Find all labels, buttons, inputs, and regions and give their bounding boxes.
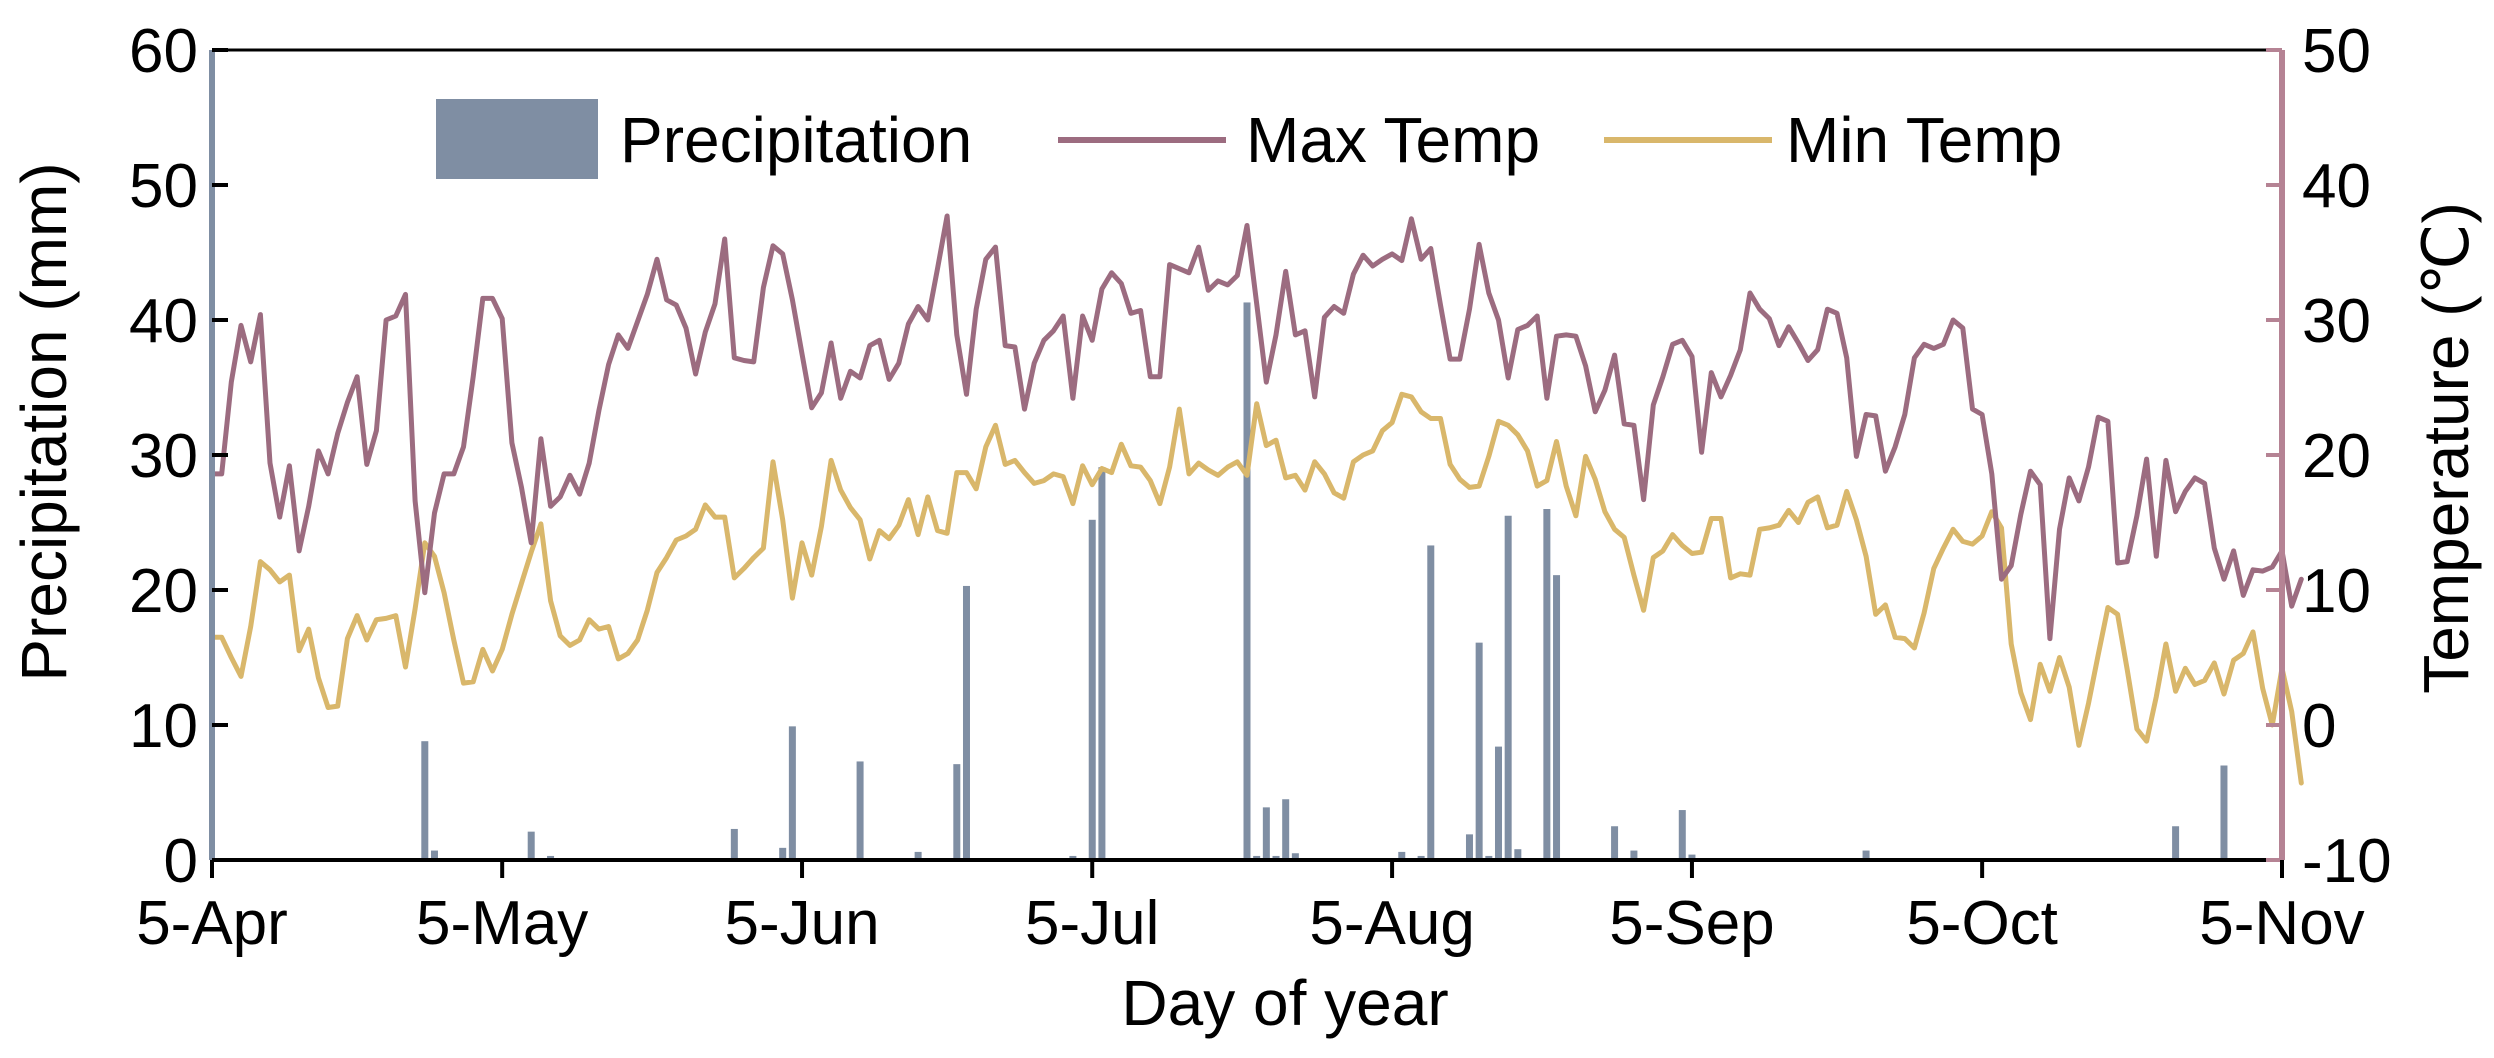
precipitation-bar — [1282, 799, 1290, 860]
x-tick-label: 5-May — [416, 889, 588, 958]
x-tick-label: 5-Sep — [1609, 889, 1774, 958]
precipitation-bar — [856, 761, 864, 860]
precipitation-bar — [2172, 826, 2180, 860]
precipitation-bar — [1630, 850, 1638, 860]
x-tick-label: 5-Jul — [1025, 889, 1159, 958]
precipitation-bar — [914, 851, 922, 860]
precipitation-bar — [1553, 575, 1561, 860]
precipitation-bar — [779, 847, 787, 860]
precipitation-bar — [547, 855, 555, 860]
precipitation-bar — [527, 831, 535, 860]
precipitation-bar — [1688, 854, 1696, 860]
x-tick-label: 5-Jun — [724, 889, 879, 958]
temperature-lines — [209, 213, 2304, 786]
precipitation-bar — [1069, 855, 1077, 860]
precipitation-bar — [788, 726, 796, 860]
y-right-tick-label: 20 — [2302, 422, 2371, 491]
precipitation-bar — [953, 764, 961, 860]
tick-labels: 0 10 20 30 40 50 60 -10 0 10 20 30 40 50 5-Apr 5-May 5-J… — [129, 17, 2392, 958]
precipitation-bar — [1611, 826, 1619, 860]
precipitation-bar — [1262, 807, 1270, 860]
legend-label-min-temp: Min Temp — [1786, 104, 2062, 176]
y-right-tick-label: 50 — [2302, 17, 2371, 86]
precipitation-bar — [1494, 746, 1502, 860]
x-tick-label: 5-Nov — [2199, 889, 2364, 958]
y-axis-left-label: Precipitation (mm) — [8, 162, 80, 681]
y-right-tick-label: -10 — [2302, 827, 2392, 896]
y-left-tick-label: 40 — [129, 287, 198, 356]
legend-swatch-precipitation — [436, 99, 598, 179]
precipitation-bar — [730, 828, 738, 860]
precipitation-bar — [1272, 855, 1280, 860]
y-right-tick-label: 40 — [2302, 152, 2371, 221]
precipitation-bar — [1465, 834, 1473, 860]
precipitation-bars — [421, 302, 2228, 860]
x-tick-label: 5-Aug — [1309, 889, 1474, 958]
min-temp-line — [209, 391, 2304, 786]
precipitation-bar — [430, 850, 438, 860]
precipitation-bar — [1475, 642, 1483, 860]
x-tick-label: 5-Oct — [1906, 889, 2058, 958]
precipitation-bar — [1427, 545, 1435, 860]
precipitation-bar — [1243, 302, 1251, 860]
y-left-tick-label: 50 — [129, 152, 198, 221]
precipitation-bar — [1088, 519, 1096, 860]
precipitation-bar — [1253, 855, 1261, 860]
precipitation-bar — [421, 741, 429, 860]
legend: Precipitation Max Temp Min Temp — [436, 99, 2062, 179]
precipitation-bar — [2220, 765, 2228, 860]
x-axis-label: Day of year — [1121, 967, 1448, 1039]
precipitation-bar — [1098, 467, 1106, 860]
max-temp-line — [209, 213, 2304, 642]
precipitation-bar — [1678, 810, 1686, 860]
y-right-tick-label: 30 — [2302, 287, 2371, 356]
y-right-tick-label: 10 — [2302, 557, 2371, 626]
y-right-tick-label: 0 — [2302, 692, 2336, 761]
precipitation-bar — [1514, 849, 1522, 860]
x-tick-label: 5-Apr — [136, 889, 288, 958]
precipitation-bar — [1291, 853, 1299, 860]
precipitation-bar — [1504, 515, 1512, 860]
y-left-tick-label: 60 — [129, 17, 198, 86]
precipitation-bar — [962, 585, 970, 860]
precipitation-bar — [1543, 509, 1551, 860]
precipitation-bar — [1398, 851, 1406, 860]
precipitation-bar — [1417, 855, 1425, 860]
y-left-tick-label: 10 — [129, 692, 198, 761]
y-axis-right-label: Temperature (℃) — [2410, 202, 2482, 694]
precipitation-bar — [1485, 855, 1493, 860]
legend-label-precipitation: Precipitation — [620, 104, 972, 176]
y-left-tick-label: 30 — [129, 422, 198, 491]
legend-label-max-temp: Max Temp — [1246, 104, 1540, 176]
precipitation-bar — [1862, 850, 1870, 860]
y-left-tick-label: 0 — [164, 827, 198, 896]
y-left-tick-label: 20 — [129, 557, 198, 626]
